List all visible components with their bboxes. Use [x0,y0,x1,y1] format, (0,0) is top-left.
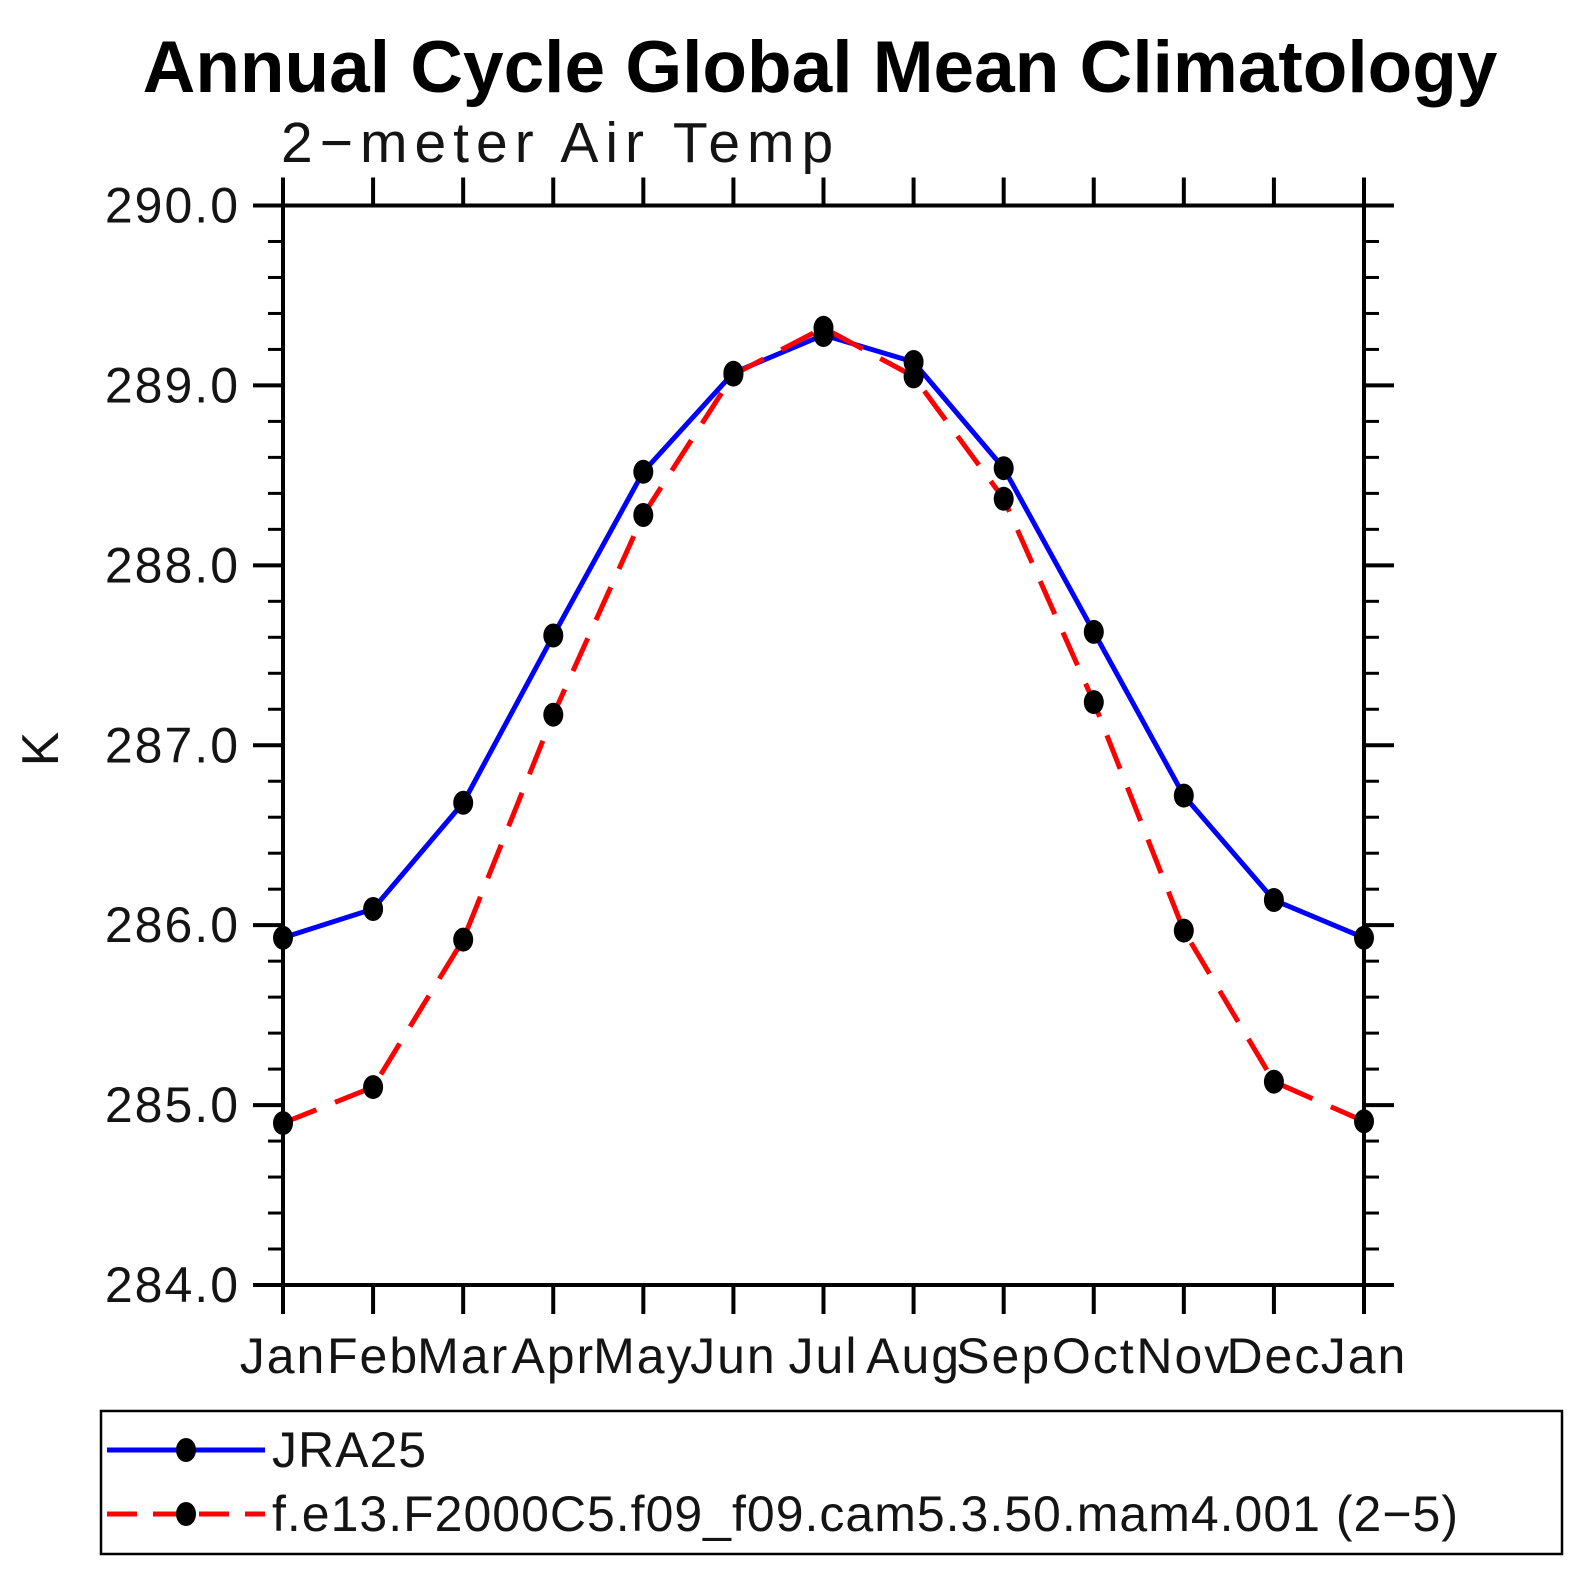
legend-marker-jra25 [176,1438,196,1462]
data-point-marker [1083,619,1104,644]
data-point-marker [903,364,924,389]
legend: JRA25 f.e13.F2000C5.f09_f09.cam5.3.50.ma… [99,1409,1564,1556]
y-axis-tick-label: 290.0 [105,178,240,234]
x-axis-tick-label: Sep [956,1328,1051,1384]
data-point-marker [993,456,1014,481]
x-axis-tick-label: Jan [240,1328,327,1384]
data-point-marker [543,623,564,648]
series-lines [282,324,1366,1126]
x-axis-tick-label: Dec [1226,1328,1321,1384]
x-axis-tick-label: Jul [789,1328,859,1384]
x-axis-tick-label: Apr [511,1328,595,1384]
data-point-marker [273,1111,293,1136]
data-point-marker [1354,1109,1374,1134]
y-axis-unit-label: K [12,730,70,767]
data-point-marker [813,315,834,340]
data-point-marker [633,503,654,527]
legend-label-jra25: JRA25 [272,1422,427,1478]
x-axis-tick-label: Oct [1052,1328,1136,1384]
data-point-marker [453,927,474,952]
legend-box [99,1409,1564,1556]
y-axis-tick-label: 287.0 [105,717,240,773]
data-point-marker [363,1075,384,1100]
data-point-marker [1263,1069,1284,1094]
x-axis-tick-label: May [593,1328,693,1384]
x-axis-tick-label: Jan [1321,1328,1408,1384]
data-point-marker [993,486,1014,511]
y-axis-tick-label: 289.0 [105,357,240,413]
data-point-marker [1083,690,1104,715]
x-axis-tick-label: Jun [690,1328,777,1384]
y-axis-tick-label: 286.0 [105,897,240,953]
y-axis-tick-label: 288.0 [105,537,240,593]
data-point-markers [273,315,1374,1136]
x-axis-tick-label: Aug [866,1328,961,1384]
y-axis-tick-label: 285.0 [105,1077,240,1133]
data-point-marker [1173,918,1194,943]
data-point-marker [273,925,293,950]
series-line-1 [282,324,1366,1126]
data-point-marker [363,897,384,921]
chart-title: Annual Cycle Global Mean Climatology [143,27,1498,108]
legend-marker-model [176,1502,196,1526]
data-point-marker [723,362,744,387]
data-point-marker [543,702,564,727]
chart-subtitle: 2−meter Air Temp [281,111,840,175]
data-point-marker [1263,888,1284,912]
data-point-marker [453,790,474,815]
x-axis-tick-label: Feb [327,1328,419,1384]
data-point-marker [1354,925,1374,950]
y-axis-tick-label: 284.0 [105,1257,240,1313]
x-axis-tick-label: Mar [417,1328,509,1384]
data-point-marker [633,459,654,484]
legend-label-model: f.e13.F2000C5.f09_f09.cam5.3.50.mam4.001… [272,1486,1459,1542]
data-point-marker [1173,783,1194,808]
series-line-0 [282,332,1365,941]
x-axis-tick-label: Nov [1136,1328,1231,1384]
